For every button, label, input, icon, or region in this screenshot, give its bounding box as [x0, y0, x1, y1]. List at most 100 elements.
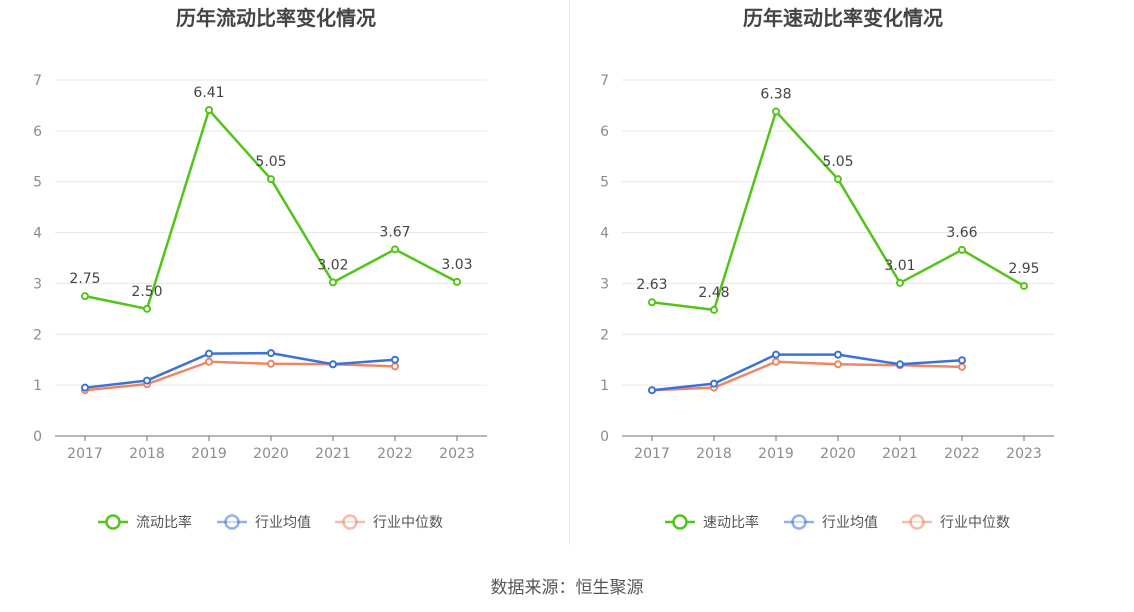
- data-point: [267, 349, 275, 358]
- data-point: [81, 292, 89, 301]
- x-tick-label: 2017: [634, 446, 670, 462]
- y-tick-label: 4: [600, 226, 609, 242]
- y-tick-label: 2: [33, 327, 42, 343]
- data-point: [143, 376, 151, 385]
- y-tick-label: 5: [33, 175, 42, 191]
- series-line: [84, 108, 458, 311]
- legend-marker: [672, 514, 688, 530]
- data-point: [391, 355, 399, 364]
- y-tick-label: 1: [33, 378, 42, 394]
- data-point: [205, 349, 213, 358]
- data-point: [453, 277, 461, 286]
- y-tick-label: 0: [600, 429, 609, 445]
- x-tick-label: 2021: [315, 446, 351, 462]
- data-point: [267, 175, 275, 184]
- legend-label: 行业均值: [822, 515, 878, 531]
- series-line: [84, 351, 396, 389]
- series-line: [651, 110, 1025, 312]
- data-point: [772, 107, 780, 116]
- legend-marker: [909, 514, 925, 530]
- x-tick-label: 2017: [67, 446, 103, 462]
- y-tick-label: 3: [33, 276, 42, 292]
- data-point: [648, 298, 656, 307]
- y-tick-label: 6: [600, 124, 609, 140]
- legend-label: 行业中位数: [940, 515, 1010, 531]
- data-point: [710, 305, 718, 314]
- data-label: 5.05: [822, 154, 853, 170]
- legend-label: 行业均值: [255, 515, 311, 531]
- data-label: 3.67: [379, 224, 410, 240]
- y-tick-label: 2: [600, 327, 609, 343]
- data-point: [329, 278, 337, 287]
- x-tick-label: 2021: [882, 446, 918, 462]
- chart-quick-ratio: 历年速动比率变化情况 0 1 2 3 4 5 6 7 2017 2018 2019 2020 2021 20…: [567, 0, 1134, 550]
- data-label: 3.66: [946, 225, 977, 241]
- data-label: 6.41: [193, 85, 224, 101]
- y-tick-label: 0: [33, 429, 42, 445]
- data-point: [267, 359, 275, 368]
- data-point: [648, 386, 656, 395]
- x-tick-label: 2018: [129, 446, 165, 462]
- data-point: [772, 357, 780, 366]
- x-tick-label: 2022: [377, 446, 413, 462]
- y-tick-label: 1: [600, 378, 609, 394]
- data-point: [391, 362, 399, 371]
- legend-marker: [224, 514, 240, 530]
- y-tick-label: 6: [33, 124, 42, 140]
- data-point: [205, 357, 213, 366]
- data-point: [329, 360, 337, 369]
- x-tick-label: 2020: [253, 446, 289, 462]
- data-point: [834, 350, 842, 359]
- legend-marker: [342, 514, 358, 530]
- chart-title: 历年流动比率变化情况: [176, 6, 376, 30]
- y-tick-label: 3: [600, 276, 609, 292]
- series-line: [651, 353, 963, 392]
- x-tick-label: 2019: [191, 446, 227, 462]
- x-tick-label: 2019: [758, 446, 794, 462]
- data-point: [143, 304, 151, 313]
- x-tick-label: 2020: [820, 446, 856, 462]
- data-point: [1020, 281, 1028, 290]
- y-tick-label: 5: [600, 175, 609, 191]
- data-point: [958, 245, 966, 254]
- chart-quick-ratio-svg: 历年速动比率变化情况 0 1 2 3 4 5 6 7 2017 2018 2019 2020 2021 20…: [600, 6, 1054, 531]
- data-label: 3.01: [884, 258, 915, 274]
- data-label: 6.38: [760, 87, 791, 103]
- data-label: 3.02: [317, 257, 348, 273]
- x-tick-label: 2023: [1006, 446, 1042, 462]
- legend-label: 行业中位数: [373, 515, 443, 531]
- chart-current-ratio: 历年流动比率变化情况 0 1 2 3 4 5 6 7 2017 2018 2019 2020 2021 20…: [0, 0, 567, 550]
- y-tick-label: 4: [33, 226, 42, 242]
- legend-marker: [105, 514, 121, 530]
- data-label: 2.50: [131, 284, 162, 300]
- x-tick-label: 2018: [696, 446, 732, 462]
- series-line: [651, 360, 963, 392]
- data-label: 5.05: [255, 154, 286, 170]
- data-point: [958, 356, 966, 365]
- data-label: 2.75: [69, 271, 100, 287]
- legend-label: 流动比率: [136, 514, 192, 531]
- data-point: [958, 362, 966, 371]
- data-point: [772, 350, 780, 359]
- data-point: [896, 360, 904, 369]
- data-point: [834, 175, 842, 184]
- chart-current-ratio-svg: 历年流动比率变化情况 0 1 2 3 4 5 6 7 2017 2018 2019 2020 2021 20…: [33, 6, 487, 531]
- data-point: [834, 360, 842, 369]
- data-point: [710, 379, 718, 388]
- series-line: [84, 360, 396, 392]
- x-tick-label: 2023: [439, 446, 475, 462]
- data-label: 2.95: [1008, 261, 1039, 277]
- data-point: [81, 383, 89, 392]
- x-tick-label: 2022: [944, 446, 980, 462]
- legend-label: 速动比率: [703, 514, 759, 531]
- data-label: 2.63: [636, 277, 667, 293]
- data-label: 3.03: [441, 257, 472, 273]
- data-point: [896, 278, 904, 287]
- y-tick-label: 7: [600, 73, 609, 89]
- data-point: [205, 106, 213, 115]
- legend-marker: [791, 514, 807, 530]
- data-point: [391, 245, 399, 254]
- panel-divider: [569, 0, 570, 545]
- chart-title: 历年速动比率变化情况: [743, 6, 943, 30]
- y-tick-label: 7: [33, 73, 42, 89]
